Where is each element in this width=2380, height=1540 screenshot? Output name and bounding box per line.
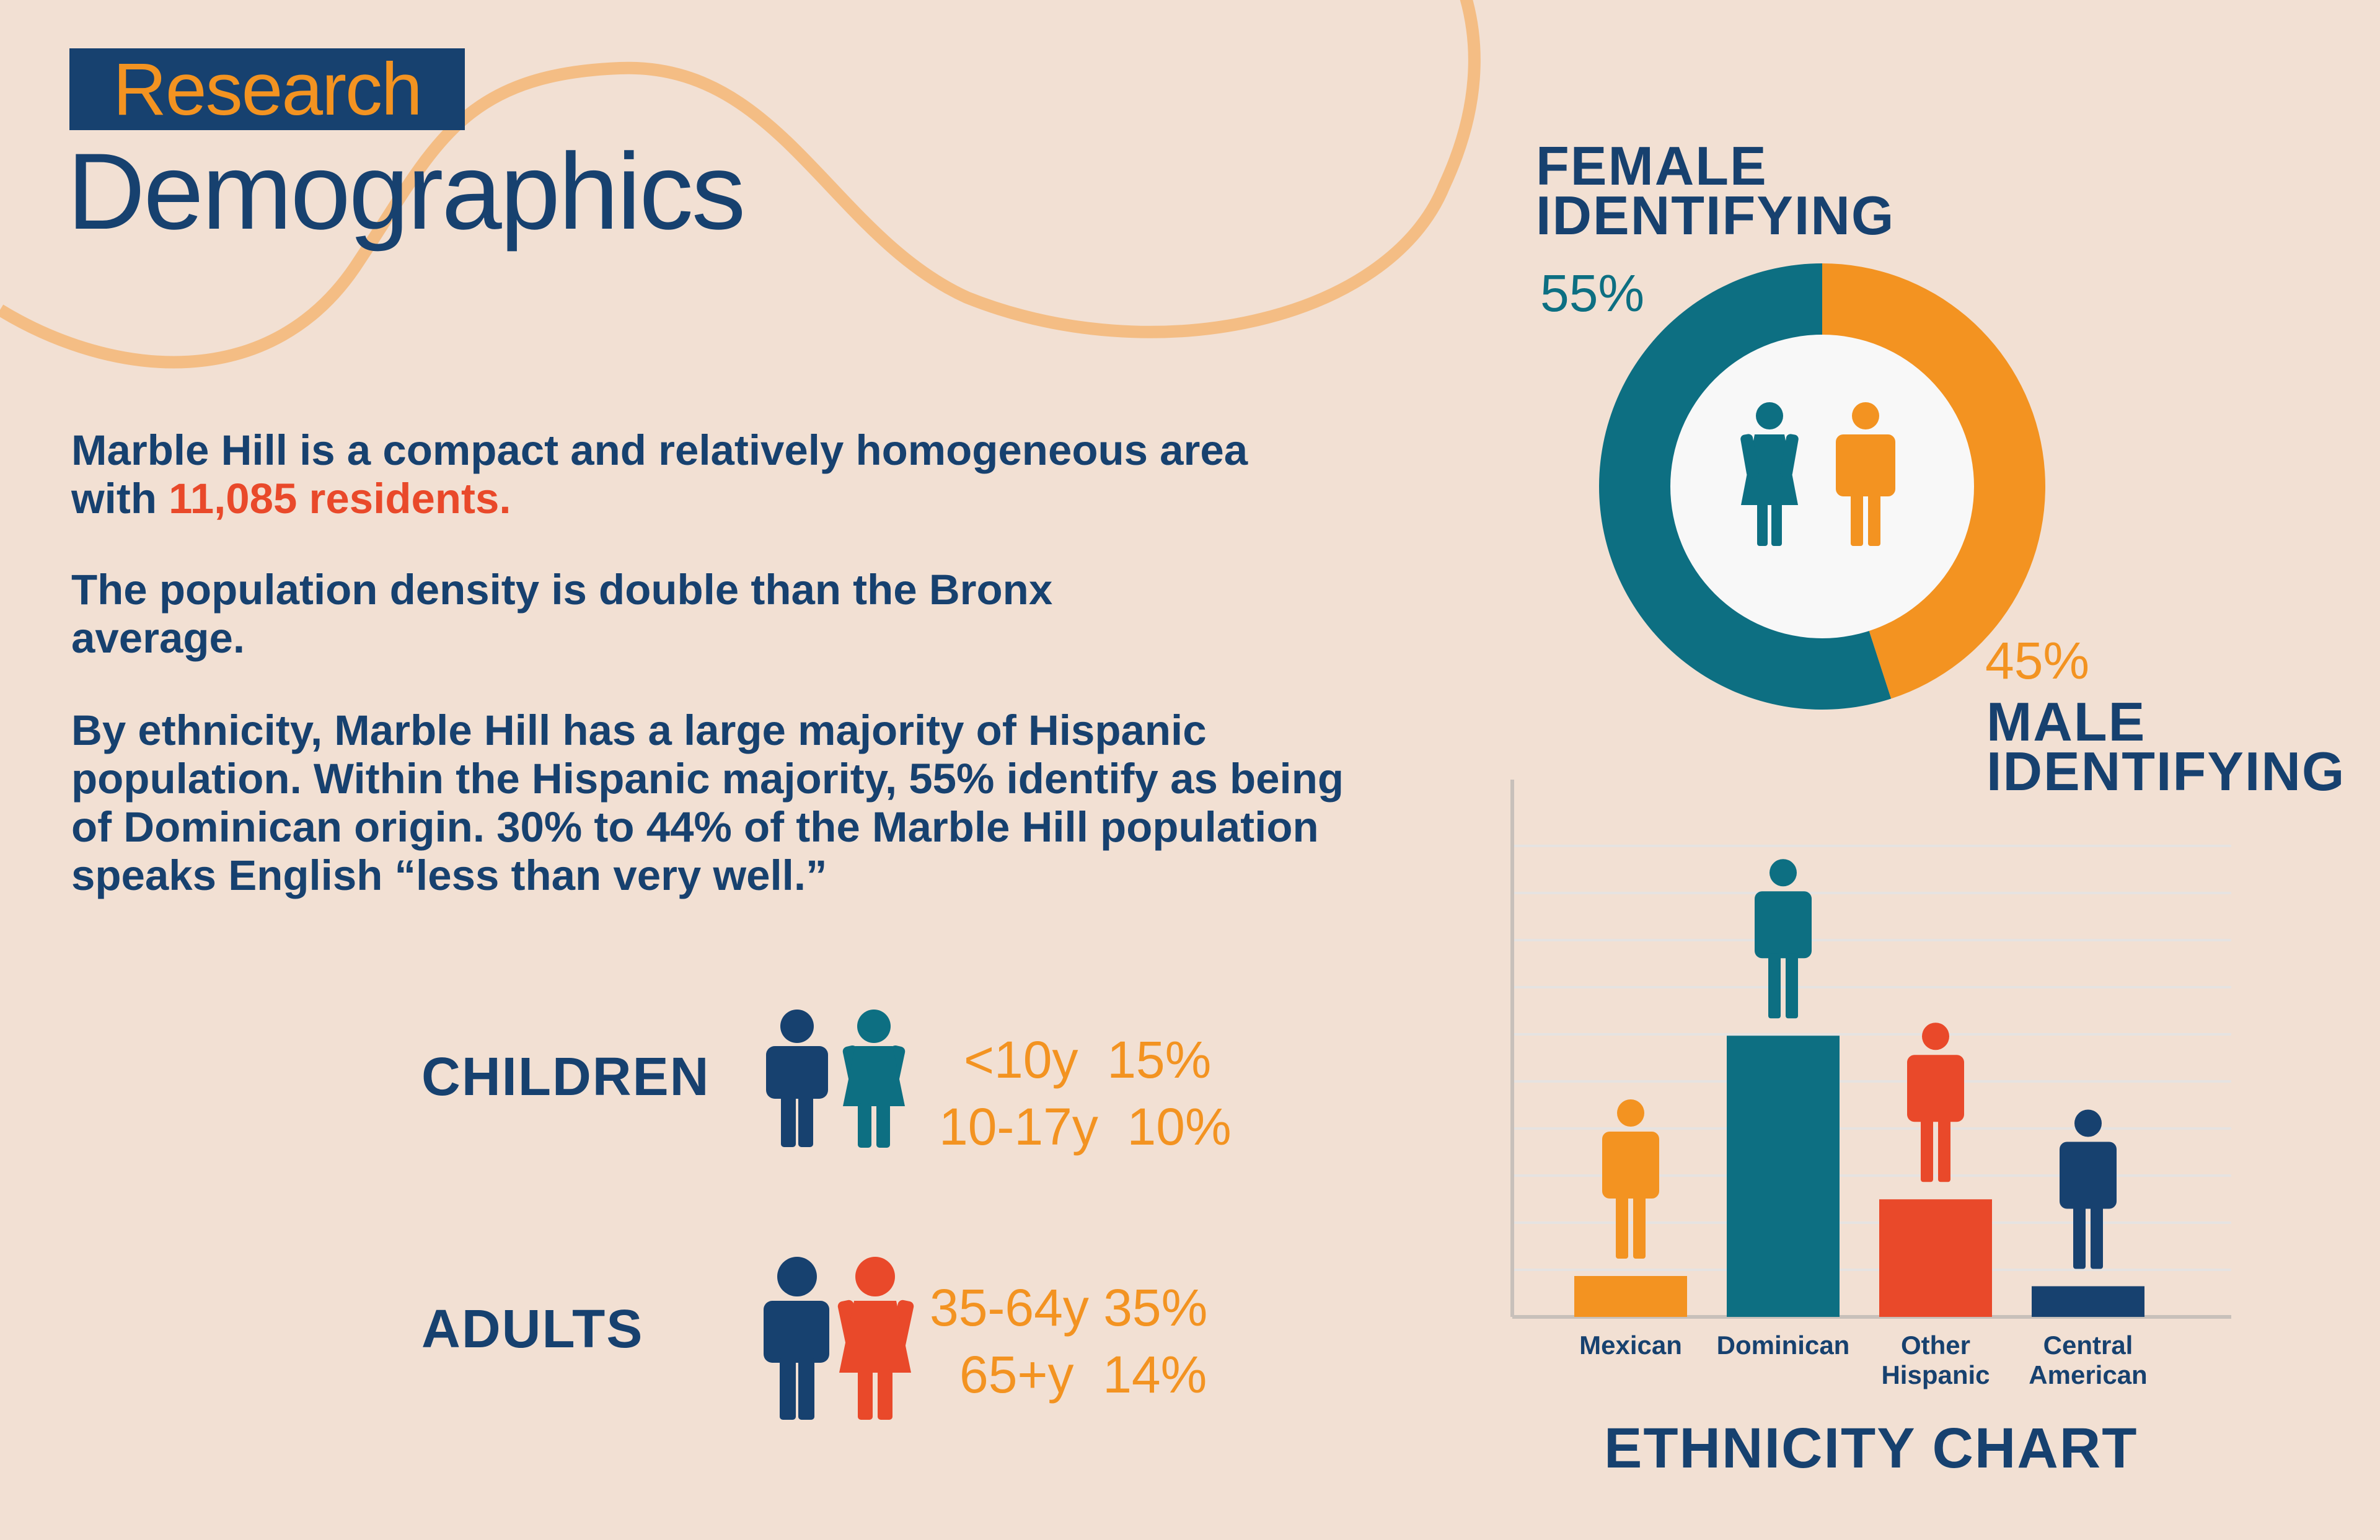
male-title-line-1: MALE (1986, 691, 2146, 752)
children-label: CHILDREN (421, 1047, 710, 1107)
female-icon (1740, 402, 1799, 546)
intro-text: Marble Hill is a compact and relatively … (71, 426, 1248, 522)
page-title: Demographics (67, 131, 746, 252)
boy-icon (766, 1010, 828, 1147)
adults-label: ADULTS (421, 1299, 644, 1359)
intro-paragraph-2: The population density is double than th… (71, 566, 1053, 662)
person-icon-central-american (2060, 1109, 2117, 1269)
bar-other-hispanic (1879, 1199, 1992, 1317)
male-title-line-2: IDENTIFYING (1986, 741, 2346, 802)
stat-pct: 14% (1103, 1345, 1207, 1404)
research-tag: Research (69, 48, 465, 130)
x-tick-label: Hispanic (1881, 1360, 1990, 1389)
male-title: MALE IDENTIFYING (1986, 691, 2346, 802)
x-tick-label: Central (2043, 1331, 2133, 1360)
bar-mexican (1574, 1276, 1687, 1317)
female-title-line-2: IDENTIFYING (1536, 185, 1895, 246)
adults-stat-2: 65+y 14% (959, 1344, 1207, 1406)
stat-range: 10-17y (939, 1098, 1098, 1156)
intro-paragraph-1: Marble Hill is a compact and relatively … (71, 426, 1286, 523)
stat-range: 65+y (959, 1345, 1074, 1404)
bar-dominican (1727, 1036, 1840, 1317)
adults-figures (764, 1257, 914, 1420)
stat-pct: 15% (1107, 1031, 1212, 1089)
female-title-line-1: FEMALE (1536, 135, 1768, 196)
adults-stat-1: 35-64y 35% (930, 1277, 1207, 1339)
bar-central-american (2032, 1286, 2144, 1317)
stat-pct: 10% (1127, 1098, 1232, 1156)
woman-icon (837, 1257, 914, 1420)
x-tick-label: American (2029, 1360, 2147, 1389)
man-icon (764, 1257, 829, 1420)
children-stat-2: 10-17y 10% (939, 1096, 1232, 1158)
x-tick-label: Other (1901, 1331, 1970, 1360)
female-pct-label: 55% (1540, 264, 1645, 322)
x-tick-label: Mexican (1579, 1331, 1682, 1360)
stat-range: <10y (964, 1031, 1078, 1089)
gender-donut-chart (1599, 263, 2045, 710)
person-icon-dominican (1755, 859, 1812, 1019)
intro-paragraph-3: By ethnicity, Marble Hill has a large ma… (71, 706, 1344, 899)
children-figures (766, 1010, 906, 1148)
x-tick-label: Dominican (1717, 1331, 1850, 1360)
male-pct-label: 45% (1985, 631, 2090, 690)
stat-pct: 35% (1103, 1278, 1208, 1337)
donut-center (1670, 335, 1974, 638)
male-icon (1836, 402, 1895, 546)
female-title: FEMALE IDENTIFYING (1536, 135, 1895, 246)
person-icon-mexican (1602, 1099, 1659, 1259)
children-stat-1: <10y 15% (964, 1029, 1211, 1091)
person-icon-other-hispanic (1907, 1023, 1964, 1182)
girl-icon (842, 1010, 906, 1148)
residents-highlight: 11,085 residents. (169, 475, 511, 522)
ethnicity-chart-title: ETHNICITY CHART (1604, 1417, 2138, 1480)
stat-range: 35-64y (930, 1278, 1089, 1337)
